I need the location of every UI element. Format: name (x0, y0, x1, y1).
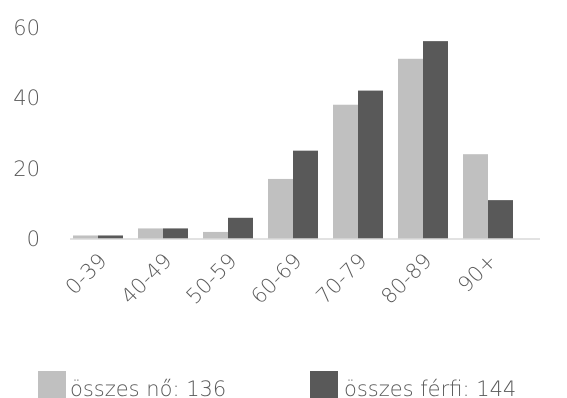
x-tick-label: 40-49 (116, 249, 176, 309)
bar-female-70-79 (333, 104, 358, 239)
x-tick-label: 0-39 (61, 249, 112, 300)
x-tick-label: 80-89 (376, 249, 436, 309)
bar-female-0-39 (73, 235, 98, 239)
legend-swatch-female (38, 371, 66, 398)
bar-male-40-49 (163, 228, 188, 239)
bar-female-50-59 (203, 231, 228, 239)
y-tick-label: 0 (27, 227, 40, 251)
x-tick-label: 50-59 (181, 249, 241, 309)
legend-label-female: összes nő: 136 (70, 377, 226, 398)
bar-male-50-59 (228, 217, 253, 239)
x-axis: 0-39 40-49 50-59 60-69 70-79 80-89 90+ (61, 249, 502, 309)
x-tick-label: 70-79 (311, 249, 371, 309)
legend-label-male: összes férfi: 144 (344, 377, 516, 398)
y-tick-label: 40 (13, 86, 40, 110)
x-tick-label: 60-69 (246, 249, 306, 309)
bars (73, 41, 513, 240)
bar-male-90+ (488, 200, 513, 239)
legend: összes nő: 136 összes férfi: 144 (38, 371, 516, 398)
y-tick-label: 60 (13, 16, 40, 40)
bar-male-60-69 (293, 150, 318, 239)
bar-male-70-79 (358, 90, 383, 239)
y-axis: 60 40 20 0 (13, 16, 40, 251)
bar-female-90+ (463, 154, 488, 239)
bar-male-0-39 (98, 235, 123, 239)
bar-female-40-49 (138, 228, 163, 239)
y-tick-label: 20 (13, 157, 40, 181)
x-tick-label: 90+ (453, 249, 501, 297)
bar-male-80-89 (423, 41, 448, 240)
bar-female-60-69 (268, 178, 293, 239)
bar-female-80-89 (398, 58, 423, 239)
legend-swatch-male (310, 371, 338, 398)
